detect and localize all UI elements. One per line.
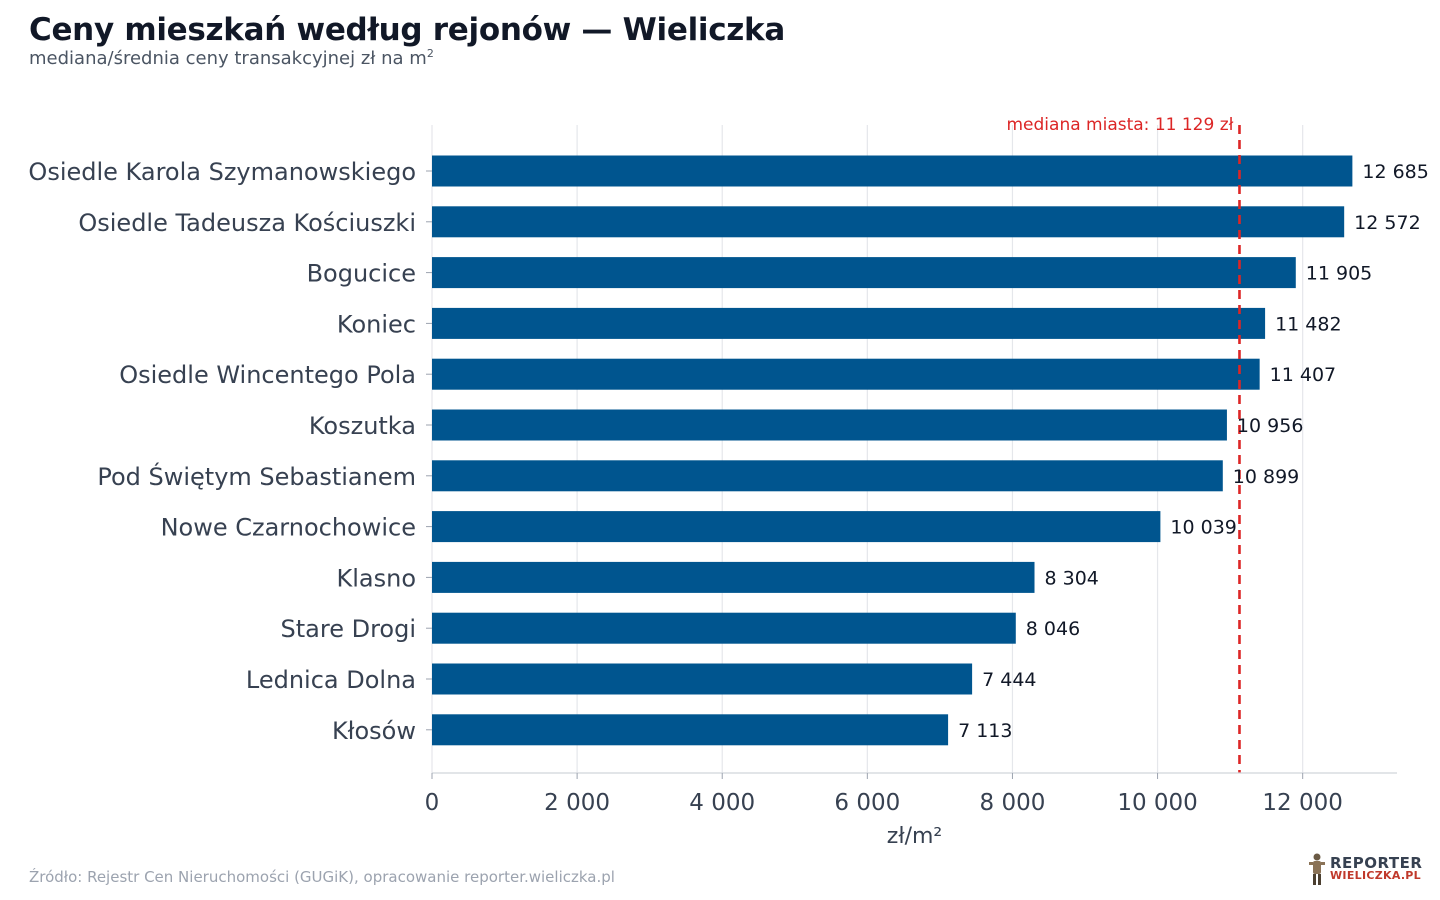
bar (432, 460, 1223, 492)
reporter-logo: REPORTER WIELICZKA.PL (1306, 851, 1422, 889)
category-label: Lednica Dolna (246, 666, 416, 694)
x-axis: 0 2 000 4 000 6 000 8 000 10 000 12 000 zł/m² (425, 170, 1397, 849)
subtitle-superscript: 2 (426, 47, 434, 60)
category-label: Koszutka (309, 412, 416, 440)
value-label: 7 113 (958, 720, 1012, 742)
logo-line2: WIELICZKA.PL (1330, 869, 1421, 882)
bar (432, 257, 1296, 289)
value-label: 10 956 (1237, 415, 1303, 437)
category-label: Osiedle Tadeusza Kościuszki (78, 209, 416, 237)
bar (432, 511, 1161, 543)
reference-line-group: mediana miasta: 11 129 zł (1007, 115, 1241, 773)
source-note: Źródło: Rejestr Cen Nieruchomości (GUGiK… (29, 868, 615, 886)
bar (432, 612, 1016, 644)
bar (432, 663, 973, 695)
bar (432, 206, 1345, 238)
subtitle-text: mediana/średnia ceny transakcyjnej zł na… (29, 48, 427, 69)
category-label: Nowe Czarnochowice (161, 514, 416, 542)
x-tick-label: 4 000 (689, 790, 755, 816)
bar (432, 714, 949, 746)
labels: Osiedle Karola Szymanowskiego 12 685 Osied… (28, 158, 1428, 745)
value-label: 7 444 (982, 669, 1036, 691)
category-label: Kłosów (332, 717, 416, 745)
value-label: 12 572 (1354, 212, 1420, 234)
bar (432, 155, 1353, 187)
bars (432, 155, 1353, 746)
category-label: Klasno (336, 564, 416, 592)
category-label: Osiedle Wincentego Pola (119, 361, 416, 389)
x-tick-label: 2 000 (544, 790, 610, 816)
value-label: 11 482 (1275, 313, 1341, 335)
bar (432, 358, 1260, 390)
bar (432, 307, 1266, 339)
value-label: 11 407 (1270, 364, 1336, 386)
category-label: Koniec (337, 310, 416, 338)
x-tick-label: 6 000 (834, 790, 900, 816)
x-axis-label: zł/m² (887, 824, 942, 849)
x-tick-label: 8 000 (980, 790, 1046, 816)
category-label: Stare Drogi (281, 615, 417, 643)
bar (432, 409, 1227, 441)
value-label: 8 046 (1026, 618, 1080, 640)
x-tick-label: 0 (425, 790, 440, 816)
x-tick-label: 10 000 (1117, 790, 1197, 816)
value-label: 12 685 (1362, 161, 1428, 183)
category-label: Bogucice (307, 260, 416, 288)
logo-line1: REPORTER (1330, 854, 1423, 872)
chart-subtitle: mediana/średnia ceny transakcyjnej zł na… (29, 47, 434, 69)
chart-title: Ceny mieszkań według rejonów — Wieliczka (29, 12, 785, 48)
category-label: Pod Świętym Sebastianem (97, 461, 416, 491)
value-label: 10 899 (1233, 466, 1299, 488)
value-label: 8 304 (1045, 567, 1099, 589)
value-label: 11 905 (1306, 263, 1372, 285)
category-label: Osiedle Karola Szymanowskiego (28, 158, 416, 186)
bar (432, 561, 1035, 593)
median-reference-label: mediana miasta: 11 129 zł (1007, 115, 1234, 135)
x-tick-label: 12 000 (1262, 790, 1342, 816)
value-label: 10 039 (1170, 517, 1236, 539)
reporter-figure-icon (1309, 853, 1325, 885)
